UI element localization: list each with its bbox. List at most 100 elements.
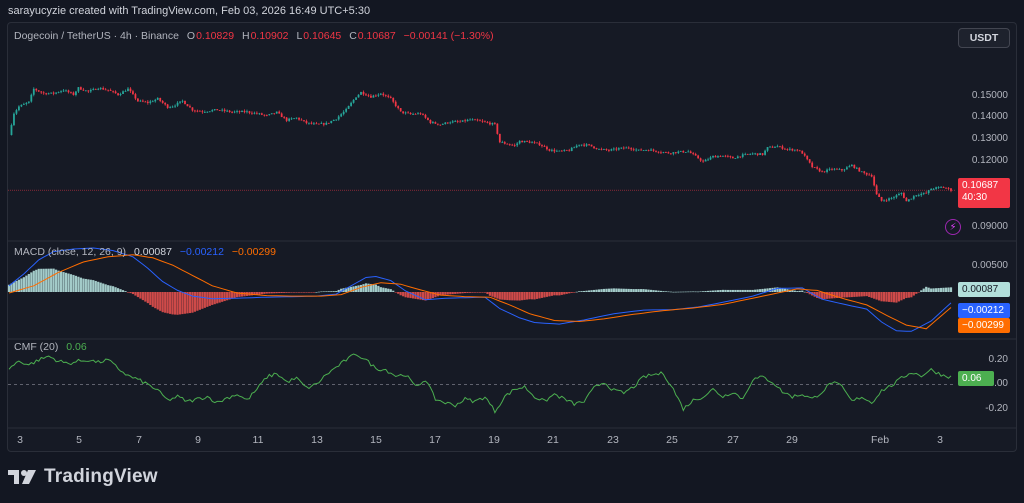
macd-histogram-bar [491,292,494,297]
candle-body [474,119,476,121]
tradingview-logo-icon [8,470,36,484]
macd-histogram-bar [682,291,685,293]
cmf-label[interactable]: CMF (20) [14,341,59,353]
candle-body [719,156,722,157]
candle-body [526,140,528,142]
macd-histogram-bar [610,288,613,292]
candle-body [731,156,734,159]
candle-body [709,157,712,160]
candle-body [52,92,55,94]
candle-body [317,123,320,125]
candle-body [761,153,764,155]
macd-histogram-bar [22,277,25,292]
macd-histogram-bar [545,292,549,297]
macd-histogram-bar [935,288,938,292]
candle-body [449,122,452,124]
macd-histogram-bar [169,292,172,314]
macd-histogram-bar [464,292,467,294]
currency-button[interactable]: USDT [958,28,1010,48]
candle-body [164,102,167,105]
macd-histogram-bar [905,292,908,299]
macd-histogram-bar [689,291,692,293]
macd-histogram-bar [320,291,323,293]
candle-body [444,122,447,125]
macd-histogram-bar [513,292,516,301]
candle-body [392,97,395,102]
macd-histogram-bar [473,292,477,293]
candle-body [466,119,469,122]
macd-histogram-bar [647,289,650,292]
candle-body [598,148,600,150]
macd-histogram-bar [625,288,628,292]
candle-body [786,149,789,150]
candle-body [848,166,851,168]
macd-histogram-bar [734,289,737,292]
macd-histogram-bar [79,277,82,292]
macd-histogram-bar [285,292,288,293]
candle-body [236,111,238,112]
macd-histogram-bar [570,292,573,293]
candle-body [89,89,92,92]
macd-histogram-bar [379,287,382,292]
macd-histogram-bar [622,288,625,292]
macd-histogram-bar [600,289,603,292]
macd-legend[interactable]: MACD (close, 12, 26, 9) 0.00087 −0.00212… [14,246,276,258]
candle-body [784,148,786,150]
candle-body [553,149,556,152]
macd-histogram-bar [208,292,211,306]
candle-body [560,150,563,152]
macd-histogram-bar [62,272,65,292]
macd-histogram-bar [235,292,239,298]
candle-body [692,153,695,154]
candle-body [322,123,325,125]
macd-histogram-bar [488,292,492,296]
candle-body [461,120,464,122]
tradingview-logo[interactable]: TradingView [8,466,158,488]
macd-histogram-bar [538,292,541,299]
macd-histogram-bar [476,292,479,293]
macd-histogram-bar [434,292,437,298]
candle-body [218,110,221,111]
candle-body [374,95,377,97]
candle-body [533,142,536,144]
candle-body [464,120,467,122]
macd-histogram-bar [67,273,70,292]
symbol-legend[interactable]: Dogecoin / TetherUS · 4h · Binance O0.10… [14,30,494,42]
macd-histogram-bar [560,292,563,295]
time-tick-label: Feb [870,434,890,446]
macd-label[interactable]: MACD (close, 12, 26, 9) [14,246,127,258]
cmf-legend[interactable]: CMF (20) 0.06 [14,341,87,353]
candle-body [114,91,117,94]
macd-histogram-bar [317,291,320,293]
lightning-icon[interactable]: ⚡ [945,219,961,235]
candle-body [593,146,595,149]
candle-body [84,90,87,92]
candle-body [176,102,179,106]
macd-histogram-bar [92,280,95,292]
macd-histogram-bar [468,292,472,293]
macd-histogram-bar [550,292,553,296]
candle-body [932,188,935,190]
candle-body [558,150,561,152]
macd-histogram-bar [912,292,915,296]
candle-body [40,91,43,93]
candle-body [414,113,417,115]
candle-body [451,121,454,123]
candle-body [345,108,348,112]
symbol-title[interactable]: Dogecoin / TetherUS · 4h · Binance [14,30,179,42]
candle-body [18,106,20,111]
candle-body [776,146,779,148]
macd-histogram-bar [466,292,469,293]
candle-body [818,168,821,172]
bar-countdown: 40:30 [962,192,988,203]
chart-frame [7,22,1017,452]
macd-histogram-bar [107,285,110,292]
candle-body [793,149,796,151]
macd-histogram-bar [813,292,816,297]
macd-histogram-bar [292,292,296,293]
candle-body [332,119,335,121]
macd-histogram-bar [791,290,794,292]
candle-body [791,148,794,151]
candle-body [109,90,112,91]
